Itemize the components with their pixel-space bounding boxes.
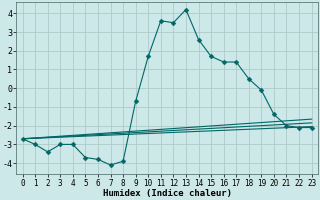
X-axis label: Humidex (Indice chaleur): Humidex (Indice chaleur) bbox=[103, 189, 232, 198]
